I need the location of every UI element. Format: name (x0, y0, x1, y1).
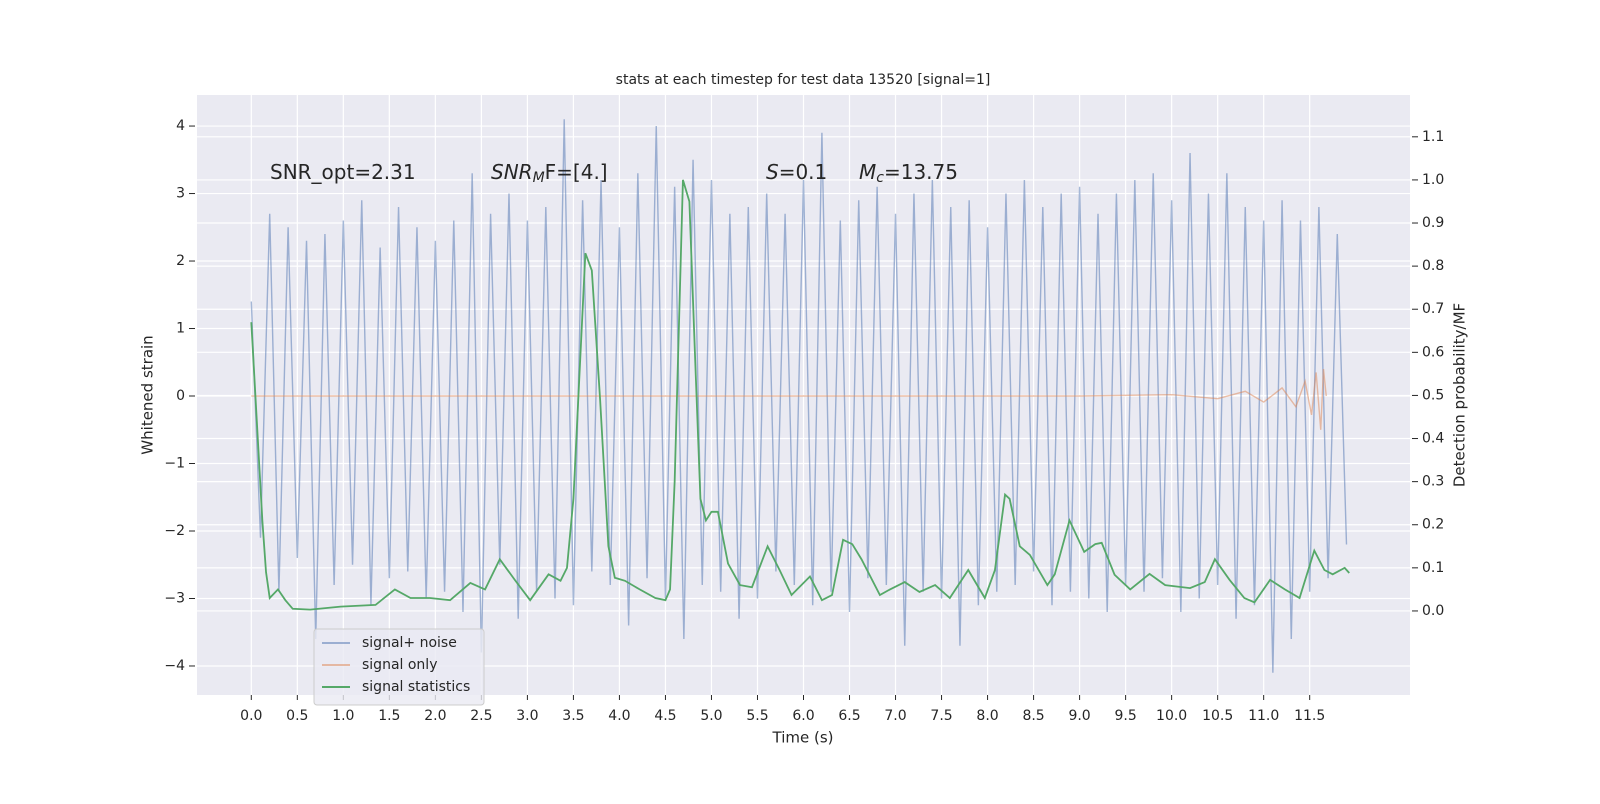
annotation-symbol: M (859, 160, 876, 184)
y2-tick-label: 0.9 (1422, 215, 1444, 231)
x-tick-label: 8.0 (976, 708, 998, 724)
y2-tick-label: 0.1 (1422, 560, 1444, 576)
x-tick-label: 11.5 (1294, 708, 1325, 724)
x-tick-label: 2.5 (470, 708, 492, 724)
x-axis-label: Time (s) (772, 729, 834, 747)
y-tick-label: −4 (164, 658, 185, 674)
x-tick-label: 4.5 (654, 708, 676, 724)
chart-title: stats at each timestep for test data 135… (616, 72, 991, 88)
y-tick-label: −1 (164, 456, 185, 472)
annotation: SNR_opt=2.31 (270, 160, 416, 184)
x-tick-label: 3.0 (516, 708, 538, 724)
x-tick-label: 7.0 (884, 708, 906, 724)
annotation-symbol: SNR (491, 160, 533, 184)
y2-tick-label: 0.3 (1422, 474, 1444, 490)
x-tick-label: 6.5 (838, 708, 860, 724)
annotation-text: =0.1 (779, 160, 828, 184)
y-tick-label: 2 (176, 253, 185, 269)
x-tick-label: 2.0 (424, 708, 446, 724)
annotation: Mc=13.75 (859, 160, 958, 187)
annotation-symbol: S (766, 160, 779, 184)
y2-tick-label: 0.5 (1422, 387, 1444, 403)
x-tick-label: 10.0 (1156, 708, 1187, 724)
series-layer (250, 119, 1350, 673)
y2-tick-label: 1.1 (1422, 129, 1444, 145)
x-tick-label: 3.5 (562, 708, 584, 724)
grid (197, 95, 1410, 695)
y2-tick-label: 0.0 (1422, 603, 1444, 619)
y2-tick-label: 0.4 (1422, 431, 1444, 447)
y-tick-label: −2 (164, 523, 185, 539)
x-tick-label: 10.5 (1202, 708, 1233, 724)
y-tick-label: −3 (164, 590, 185, 606)
series-line (250, 179, 1350, 611)
y-tick-label: 1 (176, 321, 185, 337)
x-tick-label: 1.0 (332, 708, 354, 724)
x-tick-label: 0.0 (240, 708, 262, 724)
legend-box (313, 628, 485, 706)
legend-label: signal only (362, 657, 437, 673)
x-tick-label: 8.5 (1022, 708, 1044, 724)
x-tick-label: 11.0 (1248, 708, 1279, 724)
y2-tick-label: 0.8 (1422, 258, 1444, 274)
x-tick-label: 4.0 (608, 708, 630, 724)
annotation: S=0.1 (766, 160, 827, 184)
x-tick-label: 6.0 (792, 708, 814, 724)
annotation-subscript: c (876, 170, 884, 186)
x-tick-label: 0.5 (286, 708, 308, 724)
y-tick-label: 4 (176, 118, 185, 134)
x-tick-label: 5.0 (700, 708, 722, 724)
x-tick-label: 1.5 (378, 708, 400, 724)
annotation-text: =13.75 (884, 160, 958, 184)
y2-tick-label: 1.0 (1422, 172, 1444, 188)
series-line (250, 119, 1348, 673)
y2-tick-label: 0.7 (1422, 301, 1444, 317)
x-tick-label: 5.5 (746, 708, 768, 724)
y2-tick-label: 0.6 (1422, 344, 1444, 360)
y-tick-label: 3 (176, 186, 185, 202)
x-tick-label: 9.5 (1114, 708, 1136, 724)
legend-label: signal statistics (362, 679, 470, 695)
legend-label: signal+ noise (362, 635, 457, 651)
annotation-subscript: M (533, 170, 545, 186)
annotation: SNRMF=[4.] (491, 160, 608, 187)
x-tick-label: 7.5 (930, 708, 952, 724)
annotation-text: F=[4.] (545, 160, 608, 184)
labels-layer: 0.0 0.5 1.0 1.5 2.0 2.5 3.0 3.5 4.0 4.5 5.0 5.5 6.0 6… (164, 118, 1444, 724)
x-tick-label: 9.0 (1068, 708, 1090, 724)
series-line (251, 368, 1327, 430)
annotation-text: SNR_opt=2.31 (270, 160, 416, 184)
y2-tick-label: 0.2 (1422, 517, 1444, 533)
y-tick-label: 0 (176, 388, 185, 404)
y2-axis-label: Detection probability/MF (1451, 303, 1469, 487)
y-axis-label: Whitened strain (139, 335, 157, 454)
